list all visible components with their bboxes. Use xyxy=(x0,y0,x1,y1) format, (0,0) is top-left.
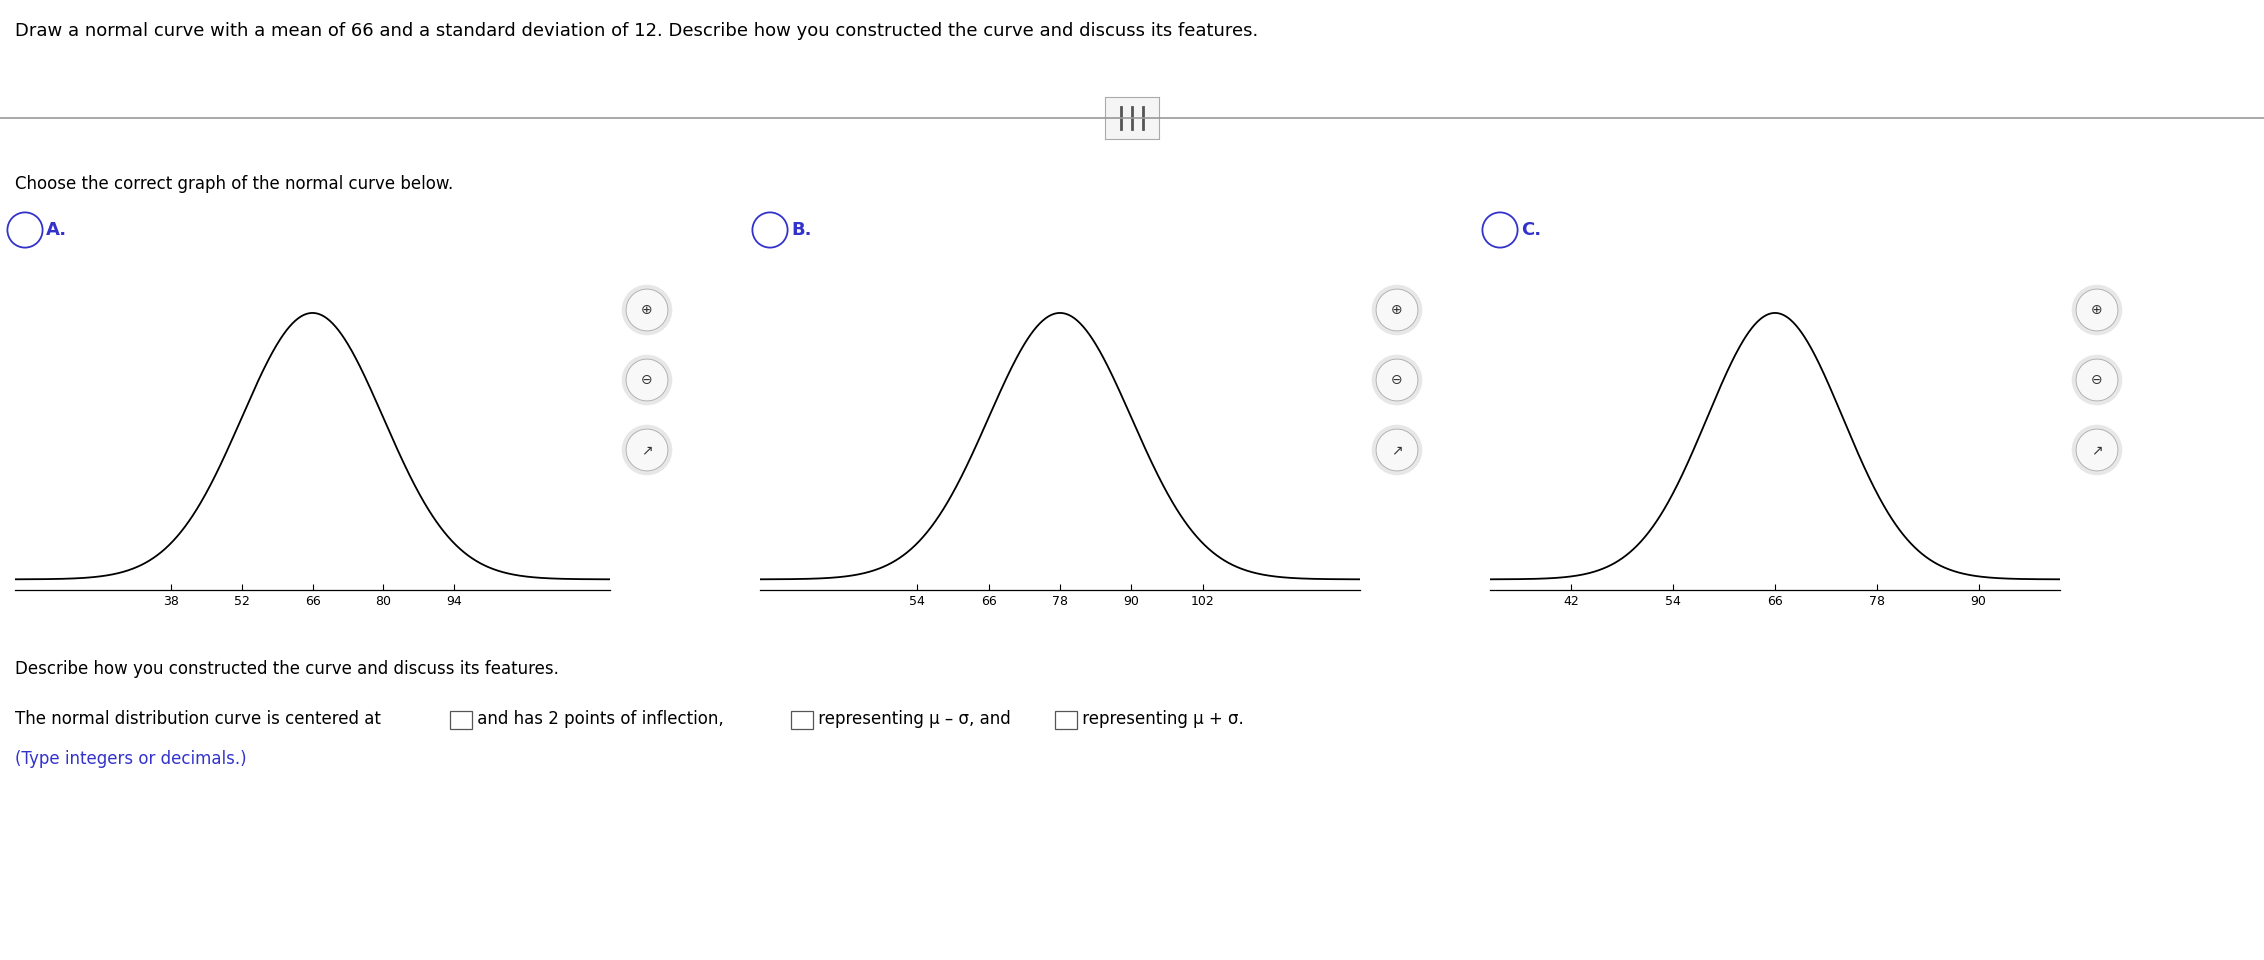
Text: ⊖: ⊖ xyxy=(641,373,652,387)
Text: Describe how you constructed the curve and discuss its features.: Describe how you constructed the curve a… xyxy=(16,660,559,678)
Text: ⊖: ⊖ xyxy=(1390,373,1404,387)
Text: C.: C. xyxy=(1521,221,1542,239)
Text: ⊕: ⊕ xyxy=(2092,303,2103,317)
Text: representing μ – σ, and: representing μ – σ, and xyxy=(813,710,1017,728)
Text: ⊖: ⊖ xyxy=(2092,373,2103,387)
Text: Choose the correct graph of the normal curve below.: Choose the correct graph of the normal c… xyxy=(16,175,453,193)
Text: ⊕: ⊕ xyxy=(1390,303,1404,317)
Text: Draw a normal curve with a mean of 66 and a standard deviation of 12. Describe h: Draw a normal curve with a mean of 66 an… xyxy=(16,22,1259,40)
Text: The normal distribution curve is centered at: The normal distribution curve is centere… xyxy=(16,710,387,728)
Text: (Type integers or decimals.): (Type integers or decimals.) xyxy=(16,750,247,768)
Text: ⊕: ⊕ xyxy=(641,303,652,317)
Text: ↗: ↗ xyxy=(2092,443,2103,457)
Text: representing μ + σ.: representing μ + σ. xyxy=(1078,710,1243,728)
Text: A.: A. xyxy=(45,221,68,239)
Text: B.: B. xyxy=(790,221,811,239)
Text: ↗: ↗ xyxy=(1390,443,1404,457)
Text: ↗: ↗ xyxy=(641,443,652,457)
Text: and has 2 points of inflection,: and has 2 points of inflection, xyxy=(471,710,729,728)
